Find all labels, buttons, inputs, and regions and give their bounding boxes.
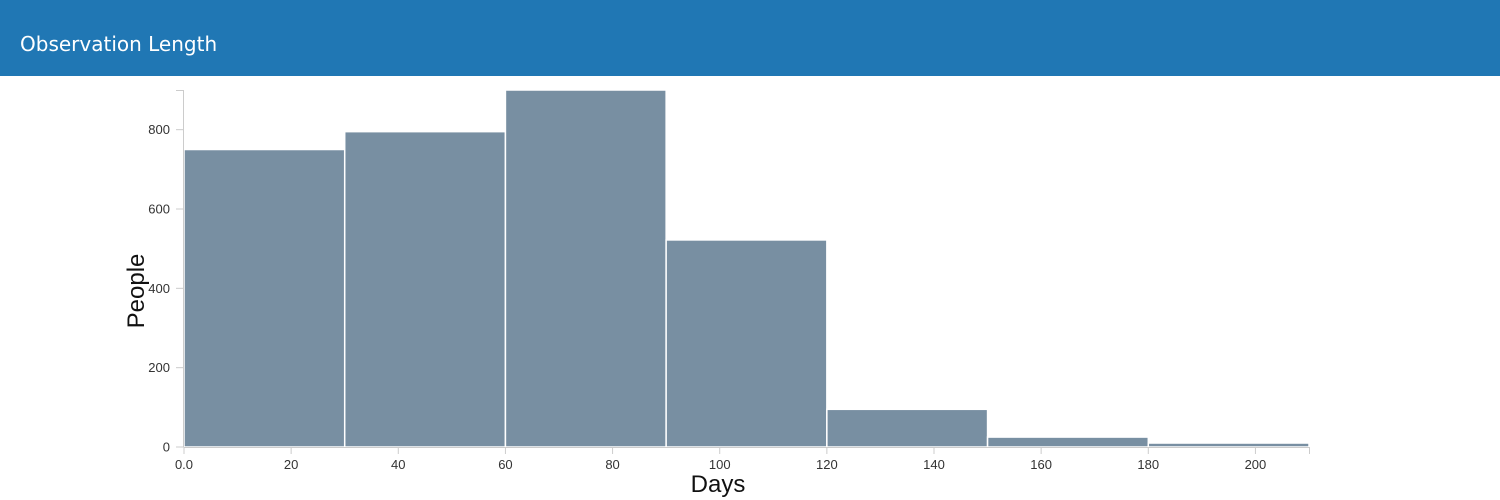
page-title: Observation Length bbox=[20, 32, 218, 56]
x-tick-label-8: 160 bbox=[1030, 457, 1052, 472]
x-tick-label-3: 60 bbox=[498, 457, 512, 472]
x-tick-label-1: 20 bbox=[284, 457, 298, 472]
histogram-bar-0 bbox=[183, 148, 346, 448]
x-tick-label-2: 40 bbox=[391, 457, 405, 472]
x-tick-label-4: 80 bbox=[605, 457, 619, 472]
y-tick-label-3: 600 bbox=[148, 202, 170, 217]
y-tick-label-4: 800 bbox=[148, 122, 170, 137]
x-tick-label-6: 120 bbox=[816, 457, 838, 472]
histogram-bar-1 bbox=[343, 130, 507, 448]
histogram-bar-4 bbox=[826, 408, 989, 448]
x-tick-label-0: 0.0 bbox=[175, 457, 193, 472]
bars-layer bbox=[183, 89, 1310, 448]
histogram-bar-6 bbox=[1147, 442, 1310, 448]
histogram-bar-3 bbox=[665, 239, 828, 448]
x-axis-title: Days bbox=[691, 471, 746, 498]
y-axis-title: People bbox=[123, 254, 150, 329]
y-tick-label-1: 200 bbox=[148, 360, 170, 375]
x-tick-label-9: 180 bbox=[1137, 457, 1159, 472]
y-tick-label-0: 0 bbox=[163, 440, 170, 455]
y-axis: 0 200 400 600 800 bbox=[148, 90, 184, 455]
x-tick-label-5: 100 bbox=[709, 457, 731, 472]
histogram-bar-5 bbox=[986, 436, 1150, 448]
x-tick-label-10: 200 bbox=[1245, 457, 1267, 472]
y-tick-label-2: 400 bbox=[148, 281, 170, 296]
x-tick-label-7: 140 bbox=[923, 457, 945, 472]
x-axis: 0.0 20 40 60 80 100 120 140 160 180 200 bbox=[175, 447, 1310, 472]
histogram-bar-2 bbox=[504, 89, 667, 448]
app-header: Observation Length bbox=[0, 0, 1500, 76]
